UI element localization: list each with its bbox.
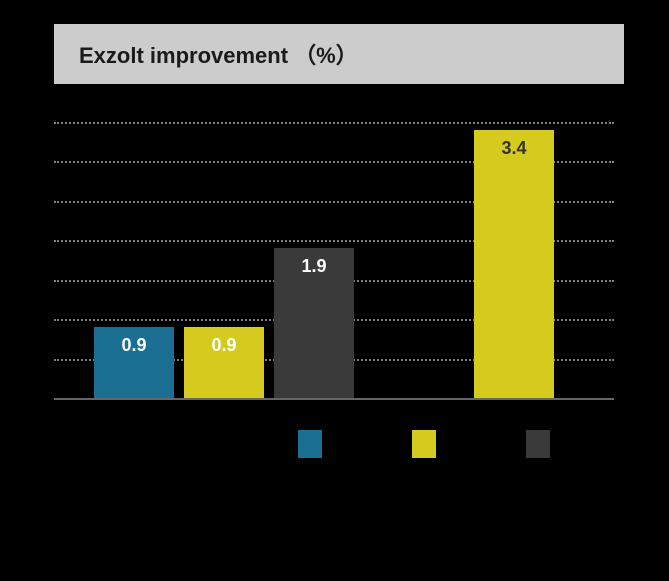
bar: 1.9 (274, 248, 354, 398)
baseline (54, 398, 614, 400)
chart-container: Exzolt improvement （%） 0.9 0.9 1.9 3.4 (0, 0, 669, 581)
legend-swatch (298, 430, 322, 458)
gridline (54, 122, 614, 124)
bar-value-label: 0.9 (94, 335, 174, 356)
bar: 0.9 (184, 327, 264, 398)
legend-swatch (526, 430, 550, 458)
bar: 0.9 (94, 327, 174, 398)
title-bar: Exzolt improvement （%） (54, 24, 624, 84)
bar-value-label: 1.9 (274, 256, 354, 277)
legend-swatch (412, 430, 436, 458)
chart-title: Exzolt improvement （%） (79, 38, 358, 70)
plot-area: 0.9 0.9 1.9 3.4 (54, 122, 614, 398)
legend (298, 430, 550, 458)
bar-value-label: 3.4 (474, 138, 554, 159)
bar-value-label: 0.9 (184, 335, 264, 356)
bar: 3.4 (474, 130, 554, 398)
